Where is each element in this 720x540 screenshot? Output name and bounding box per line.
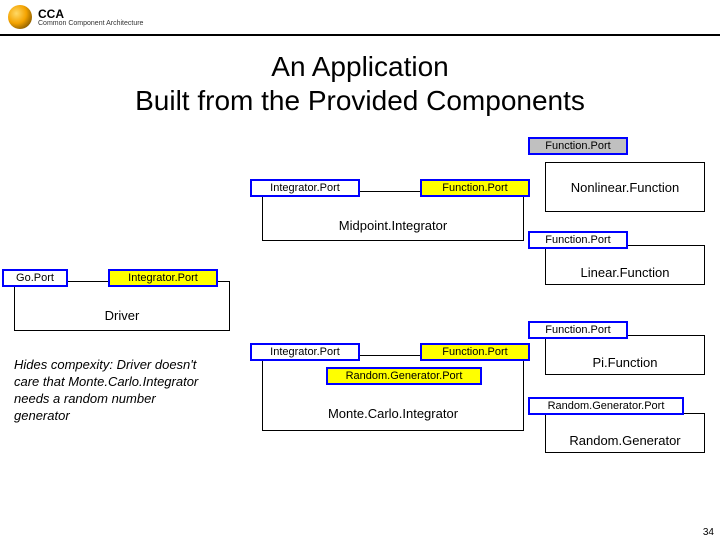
port-random-generator-uses: Random.Generator.Port [326,367,482,385]
port-integrator-provides: Integrator.Port [250,179,360,197]
component-driver: Driver [14,281,230,331]
port-function-provides: Function.Port [528,231,628,249]
annotation-text: Hides compexity: Driver doesn't care tha… [14,357,214,425]
component-label: Nonlinear.Function [571,180,679,195]
page-number: 34 [703,527,714,538]
component-label: Linear.Function [581,265,670,280]
cca-logo-icon [8,5,32,29]
component-label: Midpoint.Integrator [339,218,447,233]
port-integrator-provides: Integrator.Port [250,343,360,361]
port-function-provides: Function.Port [528,321,628,339]
component-pi-function: Pi.Function [545,335,705,375]
component-label: Driver [105,308,140,323]
port-integrator-uses: Integrator.Port [108,269,218,287]
component-label: Pi.Function [592,355,657,370]
slide-title: An ApplicationBuilt from the Provided Co… [40,50,680,117]
logo-subtitle: Common Component Architecture [38,20,143,27]
port-go-provides: Go.Port [2,269,68,287]
component-midpoint-integrator: Midpoint.Integrator [262,191,524,241]
logo-text: CCA Common Component Architecture [38,8,143,27]
component-label: Random.Generator [569,433,680,448]
header-bar: CCA Common Component Architecture [0,0,720,36]
port-function-uses: Function.Port [420,343,530,361]
port-function-uses: Function.Port [420,179,530,197]
port-random-generator-provides: Random.Generator.Port [528,397,684,415]
component-label: Monte.Carlo.Integrator [328,406,458,421]
component-linear-function: Linear.Function [545,245,705,285]
diagram-canvas: Nonlinear.Function Function.Port Midpoin… [0,117,720,537]
logo-cca: CCA [38,8,143,20]
port-function-provides: Function.Port [528,137,628,155]
component-nonlinear-function: Nonlinear.Function [545,162,705,212]
component-random-generator: Random.Generator [545,413,705,453]
